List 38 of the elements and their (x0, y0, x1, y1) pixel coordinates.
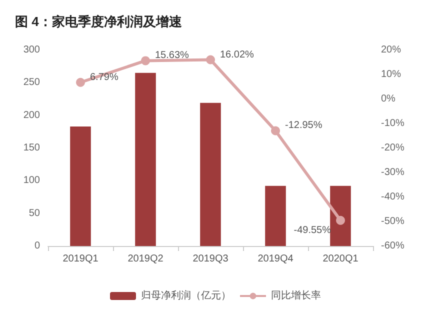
x-tick-label: 2019Q4 (258, 254, 294, 264)
chart-title: 图 4：家电季度净利润及增速 (15, 14, 183, 29)
y-tick-label: 150 (23, 142, 40, 154)
y2-tick-label: -60% (381, 240, 404, 252)
data-label: 15.63% (155, 50, 190, 62)
legend-label: 同比增长率 (271, 290, 321, 302)
y2-tick-label: 20% (381, 44, 402, 56)
x-tick-label: 2020Q1 (322, 254, 359, 264)
y-tick-label: 250 (23, 77, 40, 88)
point (271, 126, 280, 136)
data-label: -12.95% (285, 120, 322, 132)
y-tick-label: 0 (34, 240, 40, 252)
legend-label: 归母净利润（亿元） (141, 290, 231, 302)
data-label: 16.02% (220, 49, 254, 60)
y2-tick-label: 10% (381, 69, 402, 80)
y2-tick-label: -20% (381, 142, 404, 154)
y2-tick-label: -40% (381, 192, 404, 202)
point (76, 78, 85, 87)
data-label: 6.79% (90, 72, 118, 83)
x-tick-label: 2019Q2 (128, 254, 164, 264)
y-tick-label: 50 (28, 208, 40, 219)
y2-tick-label: -50% (381, 216, 404, 227)
y2-tick-label: -30% (381, 167, 404, 178)
bar (330, 186, 351, 246)
x-tick-label: 2019Q1 (62, 254, 99, 264)
bar (135, 72, 156, 246)
bar (70, 126, 91, 246)
y2-tick-label: 0% (381, 94, 396, 104)
y-tick-label: 100 (23, 175, 40, 186)
bar (200, 102, 221, 246)
point (206, 55, 215, 64)
point (336, 216, 345, 225)
y-tick-label: 300 (23, 44, 40, 56)
x-tick-label: 2019Q3 (192, 254, 229, 264)
y2-tick-label: -10% (381, 118, 404, 129)
y-tick-label: 200 (23, 110, 40, 121)
point (141, 56, 150, 66)
bar (265, 186, 286, 246)
